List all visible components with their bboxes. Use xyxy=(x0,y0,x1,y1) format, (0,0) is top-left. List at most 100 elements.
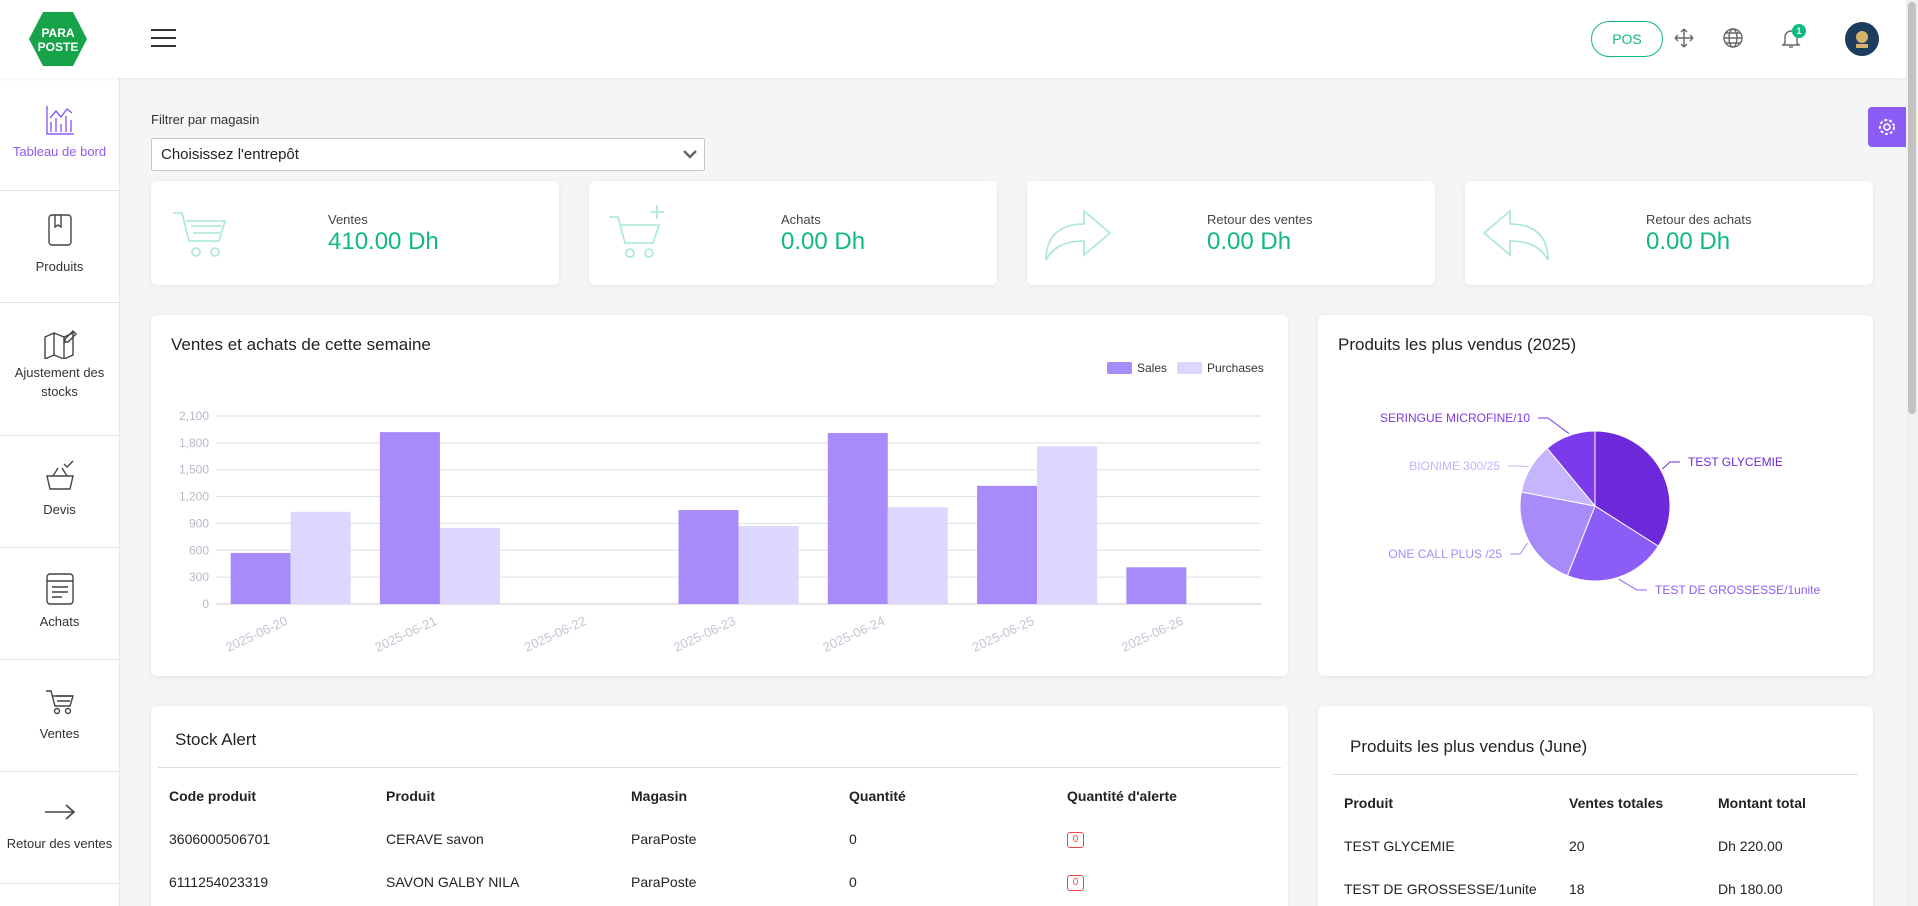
pie-label: TEST GLYCEMIE xyxy=(1688,455,1783,469)
pie-label-leader xyxy=(1662,461,1680,470)
stat-card-sales-returns[interactable]: Retour des ventes 0.00 Dh xyxy=(1027,181,1435,285)
sidebar-item-label: Retour des ventes xyxy=(6,836,113,851)
column-header: Produit xyxy=(386,788,435,804)
pie-label-leader xyxy=(1510,542,1528,555)
bar-purchases[interactable] xyxy=(738,526,799,604)
receipt-icon xyxy=(45,573,74,605)
sidebar-item-stock-adjustment[interactable]: Ajustement des stocks xyxy=(0,303,119,436)
user-avatar[interactable] xyxy=(1845,22,1879,56)
alert-quantity-badge: 0 xyxy=(1067,875,1084,891)
bar-sales[interactable] xyxy=(379,432,440,604)
settings-button[interactable] xyxy=(1868,107,1906,147)
stat-label: Retour des ventes xyxy=(1207,212,1313,227)
table-cell: ParaPoste xyxy=(631,831,697,847)
column-header: Quantité d'alerte xyxy=(1067,788,1177,804)
stat-label: Achats xyxy=(781,212,821,227)
sidebar-item-label: Devis xyxy=(43,502,76,517)
avatar-icon xyxy=(1846,23,1878,55)
y-tick-label: 1,800 xyxy=(179,436,209,450)
bar-purchases[interactable] xyxy=(439,527,500,604)
bar-purchases[interactable] xyxy=(1037,446,1098,604)
bar-sales[interactable] xyxy=(230,552,291,604)
book-icon xyxy=(47,214,72,246)
table-cell: 3606000506701 xyxy=(169,831,271,847)
table-cell: TEST GLYCEMIE xyxy=(1344,838,1455,854)
table-cell: CERAVE savon xyxy=(386,831,484,847)
sidebar-item-label: Ajustement des stocks xyxy=(14,365,105,399)
chart-icon xyxy=(45,106,74,135)
cart-icon xyxy=(45,690,74,715)
bar-purchases[interactable] xyxy=(887,507,948,604)
map-edit-icon xyxy=(43,330,77,359)
pie-slice[interactable] xyxy=(1519,491,1596,577)
column-header: Montant total xyxy=(1718,795,1806,811)
fullscreen-icon[interactable] xyxy=(1672,26,1696,50)
table-cell: 20 xyxy=(1569,838,1585,854)
sidebar-item-purchases[interactable]: Achats xyxy=(0,548,119,660)
bar-sales[interactable] xyxy=(977,485,1038,604)
column-header: Magasin xyxy=(631,788,688,804)
pie-label: ONE CALL PLUS /25 xyxy=(1388,547,1502,561)
weekly-bar-chart: 0 300 600 900 1,200 1,500 1,800 2,100 2025-06-20… xyxy=(179,361,1264,655)
x-tick-label: 2025-06-20 xyxy=(223,613,290,655)
chevron-down-icon xyxy=(683,150,697,159)
warehouse-select[interactable]: Choisissez l'entrepôt xyxy=(151,138,705,171)
sidebar-item-sales[interactable]: Ventes xyxy=(0,660,119,772)
page-scrollbar[interactable] xyxy=(1906,0,1918,906)
divider xyxy=(1333,774,1858,775)
stock-alert-title: Stock Alert xyxy=(175,730,257,749)
legend-label: Purchases xyxy=(1207,361,1264,375)
x-tick-label: 2025-06-26 xyxy=(1119,613,1186,655)
weekly-chart-card: Ventes et achats de cette semaine 0 300 60… xyxy=(151,315,1288,676)
sidebar-item-products[interactable]: Produits xyxy=(0,191,119,303)
pie-label: BIONIME 300/25 xyxy=(1409,459,1500,473)
menu-toggle-button[interactable] xyxy=(151,29,176,49)
sidebar-item-label: Ventes xyxy=(39,726,80,741)
bar-sales[interactable] xyxy=(827,433,888,604)
cart-icon xyxy=(173,212,227,257)
reply-arrow-icon xyxy=(1482,209,1549,261)
y-tick-label: 1,200 xyxy=(179,490,209,504)
column-header: Code produit xyxy=(169,788,257,804)
warehouse-select-value: Choisissez l'entrepôt xyxy=(161,146,299,163)
sidebar-item-sales-returns[interactable]: Retour des ventes xyxy=(0,772,119,884)
stat-label: Retour des achats xyxy=(1646,212,1752,227)
language-globe-icon[interactable] xyxy=(1721,26,1745,50)
gear-icon xyxy=(1879,119,1895,135)
stat-card-purchases[interactable]: Achats 0.00 Dh xyxy=(589,181,997,285)
y-tick-label: 1,500 xyxy=(179,463,209,477)
stat-label: Ventes xyxy=(328,212,368,227)
sidebar: Tableau de bord Produits Ajustement des … xyxy=(0,78,120,906)
stat-card-purchase-returns[interactable]: Retour des achats 0.00 Dh xyxy=(1465,181,1873,285)
parapost-logo[interactable]: PARA POSTE xyxy=(27,10,89,68)
y-tick-label: 300 xyxy=(189,570,209,584)
top-products-pie-chart: TEST GLYCEMIE TEST DE GROSSESSE/1unite ONE… xyxy=(1380,411,1821,597)
y-tick-label: 600 xyxy=(189,543,209,557)
pos-button[interactable]: POS xyxy=(1591,21,1663,57)
alert-quantity-badge: 0 xyxy=(1067,832,1084,848)
column-header: Ventes totales xyxy=(1569,795,1664,811)
table-cell: 0 xyxy=(849,831,857,847)
table-cell: ParaPoste xyxy=(631,874,697,890)
pie-label: SERINGUE MICROFINE/10 xyxy=(1380,411,1530,425)
table-cell: 0 xyxy=(849,874,857,890)
bar-sales[interactable] xyxy=(1126,567,1187,604)
sidebar-item-quotes[interactable]: Devis xyxy=(0,436,119,548)
pie-slice[interactable] xyxy=(1566,505,1660,582)
x-tick-label: 2025-06-24 xyxy=(820,613,887,655)
stat-value: 0.00 Dh xyxy=(1207,228,1292,255)
pie-slice[interactable] xyxy=(1546,430,1596,508)
legend-swatch[interactable] xyxy=(1177,362,1202,374)
stat-card-sales[interactable]: Ventes 410.00 Dh xyxy=(151,181,559,285)
top-header: PARA POSTE POS 1 xyxy=(0,0,1906,78)
scrollbar-thumb[interactable] xyxy=(1908,2,1916,414)
legend-swatch[interactable] xyxy=(1107,362,1132,374)
bar-purchases[interactable] xyxy=(290,511,351,604)
weekly-chart-title: Ventes et achats de cette semaine xyxy=(171,335,431,354)
table-cell: Dh 220.00 xyxy=(1718,838,1783,854)
sidebar-item-dashboard[interactable]: Tableau de bord xyxy=(0,78,119,191)
table-cell: Dh 180.00 xyxy=(1718,881,1783,897)
table-cell: SAVON GALBY NILA xyxy=(386,874,520,890)
bar-sales[interactable] xyxy=(678,510,739,604)
y-tick-label: 2,100 xyxy=(179,409,209,423)
